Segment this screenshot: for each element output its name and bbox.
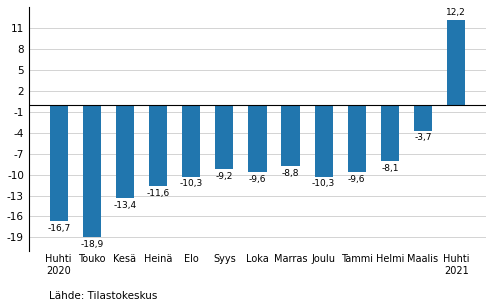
- Text: -10,3: -10,3: [179, 179, 203, 188]
- Bar: [50, 105, 68, 221]
- Bar: [83, 105, 101, 237]
- Text: -9,6: -9,6: [348, 174, 365, 184]
- Bar: [348, 105, 366, 172]
- Bar: [447, 19, 465, 105]
- Bar: [315, 105, 333, 177]
- Text: 12,2: 12,2: [446, 9, 466, 17]
- Text: -16,7: -16,7: [47, 224, 70, 233]
- Text: -9,2: -9,2: [215, 172, 233, 181]
- Bar: [414, 105, 432, 130]
- Text: -10,3: -10,3: [312, 179, 335, 188]
- Text: -8,1: -8,1: [381, 164, 399, 173]
- Text: -13,4: -13,4: [113, 201, 137, 210]
- Bar: [381, 105, 399, 161]
- Bar: [116, 105, 134, 198]
- Text: -11,6: -11,6: [146, 188, 170, 198]
- Text: Lähde: Tilastokeskus: Lähde: Tilastokeskus: [49, 291, 158, 301]
- Text: -8,8: -8,8: [282, 169, 299, 178]
- Bar: [149, 105, 167, 186]
- Bar: [182, 105, 200, 177]
- Bar: [282, 105, 300, 166]
- Text: -9,6: -9,6: [248, 174, 266, 184]
- Bar: [248, 105, 267, 172]
- Text: -3,7: -3,7: [414, 133, 432, 142]
- Bar: [215, 105, 233, 169]
- Text: -18,9: -18,9: [80, 240, 104, 249]
